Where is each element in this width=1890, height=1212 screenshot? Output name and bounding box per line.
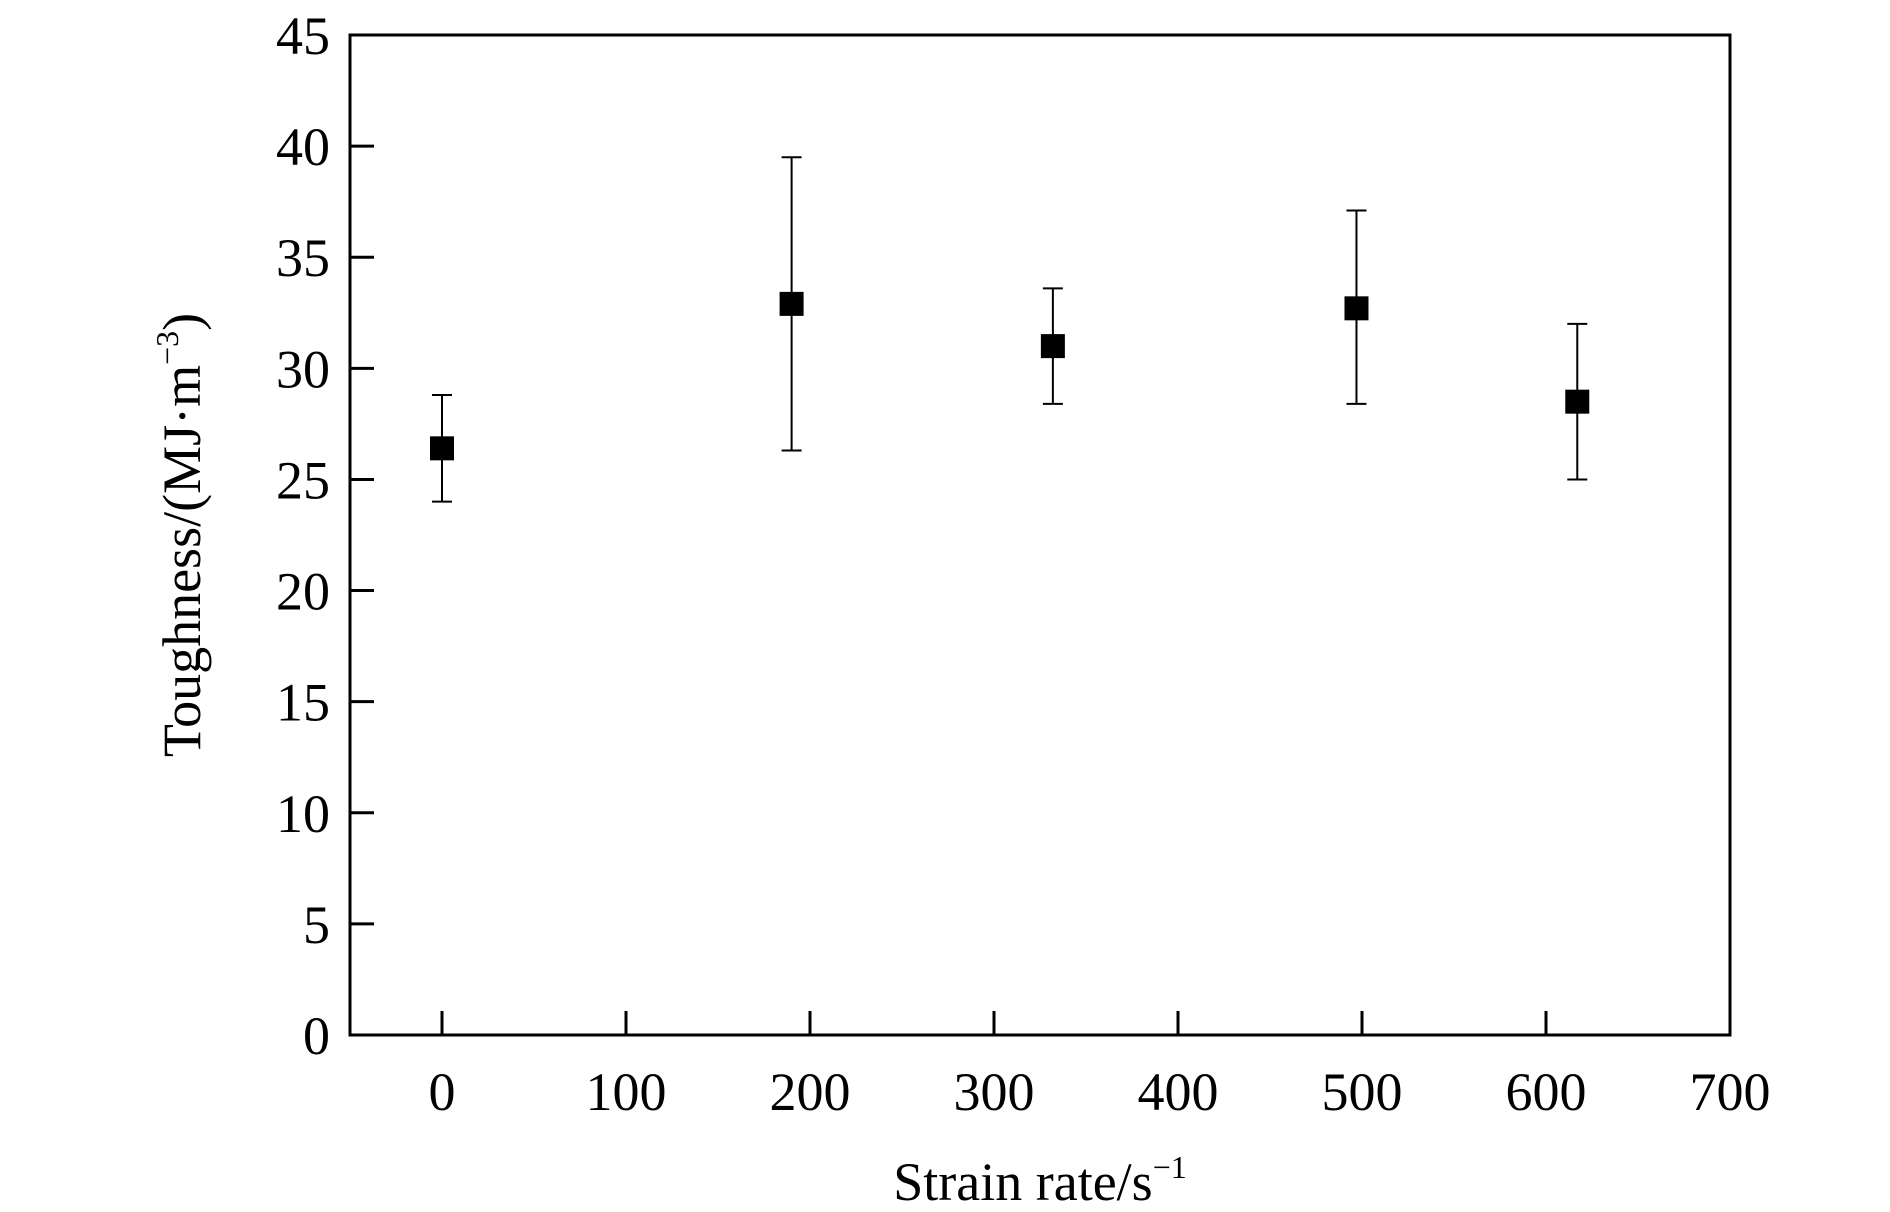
x-tick-label: 400 [1138,1062,1219,1122]
x-tick-label: 0 [429,1062,456,1122]
data-series [430,156,1590,503]
y-tick-label: 45 [276,6,330,66]
y-tick-label: 30 [276,339,330,399]
y-tick-label: 10 [276,784,330,844]
y-tick-label: 20 [276,562,330,622]
y-axis: 0 5 10 15 20 25 30 35 40 45 [276,6,374,1066]
x-tick-label: 600 [1506,1062,1587,1122]
data-point [1344,296,1369,321]
x-axis-title: Strain rate/s−1 [893,1149,1186,1212]
y-tick-label: 40 [276,117,330,177]
y-tick-label: 35 [276,228,330,288]
x-axis: 0 100 200 300 400 500 600 700 [429,1011,1771,1122]
x-tick-label: 300 [954,1062,1035,1122]
y-tick-label: 5 [303,895,330,955]
data-point [779,291,804,316]
plot-frame [348,33,1732,1037]
x-tick-label: 200 [770,1062,851,1122]
x-tick-label: 700 [1690,1062,1771,1122]
data-point [1565,389,1590,414]
y-tick-label: 0 [303,1006,330,1066]
data-point [1040,334,1065,359]
x-tick-label: 100 [586,1062,667,1122]
y-tick-label: 25 [276,450,330,510]
y-tick-label: 15 [276,673,330,733]
data-point [430,436,454,461]
y-axis-title: Toughness/(MJ·m−3) [149,313,212,757]
x-tick-label: 500 [1322,1062,1403,1122]
